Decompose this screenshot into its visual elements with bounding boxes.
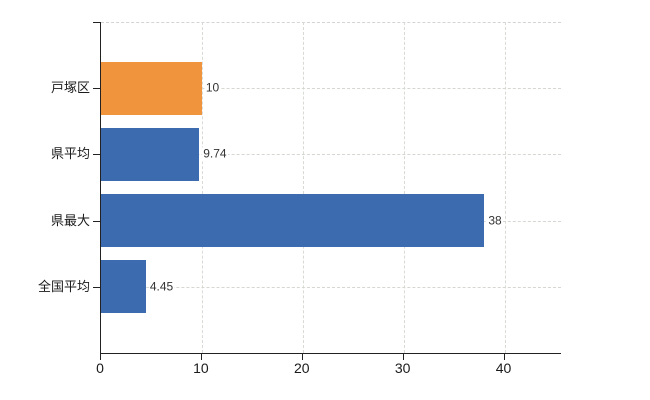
- y-axis-end-tick: [93, 22, 100, 23]
- bar: [101, 61, 202, 115]
- bar-value-label: 9.74: [202, 146, 228, 161]
- plot-area: 10 9.74 38 4.45: [100, 22, 561, 354]
- bar: [101, 194, 485, 248]
- gridline-horizontal: [101, 154, 561, 156]
- gridline-vertical: [302, 22, 304, 353]
- x-tick-label: 20: [293, 360, 310, 376]
- y-tick: [93, 286, 100, 288]
- x-tick-label: 30: [394, 360, 411, 376]
- bar-value-label: 10: [204, 80, 221, 95]
- plot-top-border: [101, 22, 561, 23]
- bar-value-label: 4.45: [148, 279, 175, 294]
- x-tick: [301, 354, 303, 360]
- bar: [101, 127, 200, 181]
- x-tick: [402, 354, 404, 360]
- y-tick: [93, 88, 100, 90]
- category-label: 県最大: [50, 212, 90, 228]
- bar-value-label: 38: [487, 213, 503, 228]
- x-tick-label: 0: [96, 360, 104, 376]
- x-tick-label: 40: [495, 360, 512, 376]
- category-label: 戸塚区: [50, 80, 90, 96]
- x-tick-label: 10: [193, 360, 209, 376]
- x-tick: [503, 354, 505, 360]
- y-tick: [93, 220, 100, 222]
- gridline-horizontal: [101, 286, 561, 288]
- category-label: 全国平均: [37, 279, 90, 294]
- gridline-horizontal: [101, 88, 561, 90]
- x-tick: [100, 354, 101, 360]
- gridline-vertical: [403, 22, 405, 353]
- gridline-vertical: [201, 22, 203, 353]
- y-tick: [93, 154, 100, 156]
- bar: [101, 260, 146, 314]
- x-tick: [200, 354, 202, 360]
- gridline-vertical: [504, 22, 506, 353]
- category-label: 県平均: [50, 146, 90, 162]
